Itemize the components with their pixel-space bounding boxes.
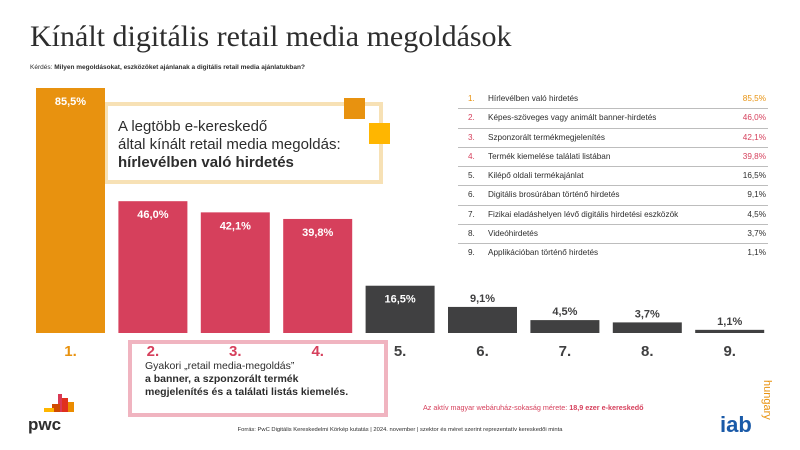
bar-6 [448, 306, 517, 333]
question-prefix: Kérdés: [30, 64, 55, 71]
legend-label: Termék kiemelése találati listában [488, 151, 611, 161]
question-text: Kérdés: Milyen megoldásokat, eszközöket … [30, 64, 305, 71]
orange-accent-square [344, 98, 365, 119]
legend-row: 6. Digitális brosúrában történő hirdetés 9… [458, 186, 768, 206]
legend-label: Szponzorált termékmegjelenítés [488, 132, 605, 142]
legend-value: 9,1% [747, 190, 766, 200]
legend-value: 46,0% [742, 113, 766, 123]
legend-num: 1. [468, 94, 475, 103]
category-label: 9. [723, 343, 736, 360]
legend-divider [458, 204, 768, 206]
legend-row: 9. Applikációban történő hirdetés 1,1% [458, 244, 768, 263]
legend-row: 8. Videóhirdetés 3,7% [458, 225, 768, 245]
legend-divider [458, 243, 768, 245]
category-label: 3. [229, 343, 242, 360]
bar-4 [283, 218, 353, 333]
legend-value: 85,5% [742, 94, 766, 103]
legend-value: 3,7% [747, 229, 766, 239]
legend-num: 2. [468, 113, 475, 123]
population-footnote: Az aktív magyar webáruház-sokaság mérete… [423, 403, 644, 412]
legend-label: Képes-szöveges vagy animált banner-hirde… [488, 113, 657, 123]
pwc-logo-text: pwc [28, 415, 61, 434]
bar-value-label: 3,7% [635, 308, 660, 320]
bar-value-label: 46,0% [137, 209, 168, 221]
source-note: Forrás: PwC Digitális Kereskedelmi Körké… [237, 427, 563, 433]
iab-logo-text: iab [720, 412, 752, 437]
bar-value-label: 1,1% [717, 316, 742, 328]
legend-row: 2. Képes-szöveges vagy animált banner-hir… [458, 109, 768, 129]
legend-value: 16,5% [742, 171, 766, 181]
bar-8 [612, 322, 682, 333]
bottom-callout-line3: megjelenítés és a találati listás kiemel… [145, 386, 349, 398]
category-label: 2. [147, 343, 160, 360]
top-callout: A legtöbb e-kereskedő által kínált retai… [118, 118, 341, 172]
question-body: Milyen megoldásokat, eszközöket ajánlana… [54, 64, 305, 71]
legend-value: 1,1% [747, 248, 766, 258]
legend-value: 42,1% [742, 132, 766, 142]
legend-num: 6. [468, 190, 475, 200]
legend-divider [458, 108, 768, 110]
bottom-callout-line2: a banner, a szponzorált termék [145, 373, 299, 385]
legend-divider [458, 224, 768, 226]
bar-1 [36, 88, 105, 333]
bar-value-label: 85,5% [55, 96, 86, 108]
legend-divider [458, 127, 768, 129]
top-callout-line3: hírlevélben való hirdetés [118, 154, 294, 171]
category-label: 1. [64, 343, 77, 360]
legend-table: 1. Hírlevélben való hirdetés 85,5% 2. Képes… [458, 90, 768, 264]
legend-num: 4. [468, 151, 475, 161]
category-label: 4. [311, 343, 324, 360]
legend-divider [458, 185, 768, 187]
legend-num: 3. [468, 132, 475, 142]
footnote-text: Az aktív magyar webáruház-sokaság mérete… [423, 403, 570, 412]
legend-value: 39,8% [742, 151, 766, 161]
bar-value-label: 42,1% [220, 220, 251, 232]
bar-3 [200, 212, 270, 333]
bottom-callout-line1: Gyakori „retail media-megoldás” [145, 360, 295, 372]
bar-5 [365, 285, 435, 333]
legend-num: 5. [468, 171, 475, 181]
category-label: 6. [476, 343, 489, 360]
legend-label: Kilépő oldali termékajánlat [488, 171, 584, 181]
bar-value-label: 39,8% [302, 227, 333, 239]
legend-label: Fizikai eladáshelyen lévő digitális hird… [488, 209, 679, 219]
iab-logo: hungary iab [720, 380, 772, 437]
legend-num: 8. [468, 229, 475, 239]
legend-label: Hírlevélben való hirdetés [488, 94, 579, 103]
bar-value-label: 4,5% [552, 306, 577, 318]
iab-sub-text: hungary [761, 380, 772, 420]
legend-row: 3. Szponzorált termékmegjelenítés 42,1% [458, 129, 768, 148]
category-label: 8. [641, 343, 654, 360]
legend-row: 4. Termék kiemelése találati listában 39,8… [458, 148, 768, 168]
legend-divider [458, 146, 768, 148]
category-label: 5. [394, 343, 407, 360]
bar-9 [695, 329, 765, 333]
page-title: Kínált digitális retail media megoldások [30, 20, 512, 53]
bar-7 [530, 320, 600, 333]
legend-row: 7. Fizikai eladáshelyen lévő digitális hi… [458, 206, 768, 226]
pwc-logo: pwc [28, 394, 74, 434]
legend-label: Digitális brosúrában történő hirdetés [488, 190, 620, 200]
top-callout-line1: A legtöbb e-kereskedő [118, 118, 268, 135]
category-label: 7. [559, 343, 572, 360]
legend-num: 9. [468, 248, 475, 258]
bar-value-label: 16,5% [384, 294, 415, 306]
legend-divider [458, 166, 768, 168]
bottom-callout: Gyakori „retail media-megoldás” a banner… [145, 360, 348, 399]
legend-label: Videóhirdetés [488, 229, 538, 239]
legend-num: 7. [468, 209, 475, 219]
legend-row: 1. Hírlevélben való hirdetés 85,5% [458, 90, 768, 110]
legend-label: Applikációban történő hirdetés [488, 248, 599, 258]
legend-row: 5. Kilépő oldali termékajánlat 16,5% [458, 167, 768, 187]
bar-2 [118, 201, 188, 333]
bottom-callout-frame [128, 340, 388, 417]
top-callout-line2: által kínált retail media megoldás: [118, 136, 341, 153]
yellow-accent-square [369, 123, 390, 144]
footnote-bold: 18,9 ezer e-kereskedő [569, 403, 644, 412]
bar-value-label: 9,1% [470, 293, 495, 305]
legend-value: 4,5% [747, 209, 766, 219]
